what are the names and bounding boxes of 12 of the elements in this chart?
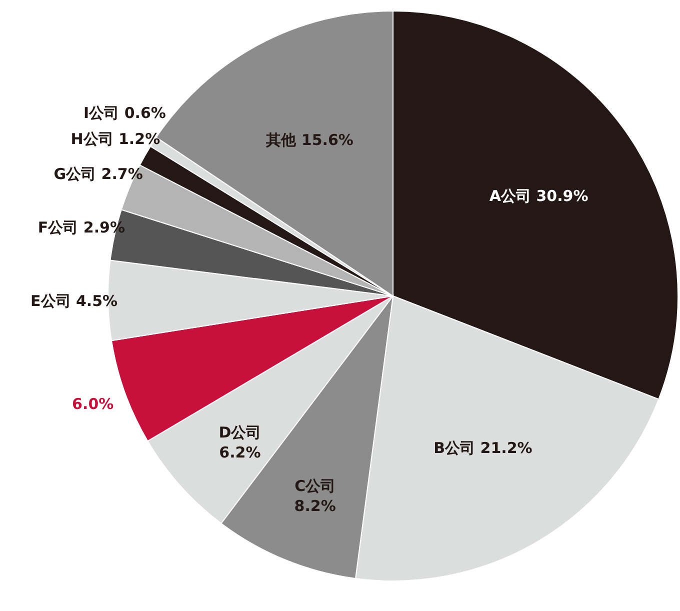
slice-label: 其他 15.6% (265, 131, 354, 150)
slice-label: G公司 2.7% (54, 164, 143, 183)
slice-label: B公司 21.2% (434, 439, 532, 458)
slice-label: D公司 (218, 424, 262, 442)
slice-label: I公司 0.6% (84, 104, 166, 122)
data-label: 6.2% (219, 444, 261, 462)
slice-label: A公司 30.9% (489, 187, 588, 206)
data-label: 8.2% (294, 496, 336, 515)
slice-label: H公司 1.2% (70, 130, 160, 148)
slice-label: C公司 (294, 476, 336, 495)
slice-label: E公司 4.5% (30, 292, 118, 310)
data-label: 6.0% (72, 395, 114, 414)
